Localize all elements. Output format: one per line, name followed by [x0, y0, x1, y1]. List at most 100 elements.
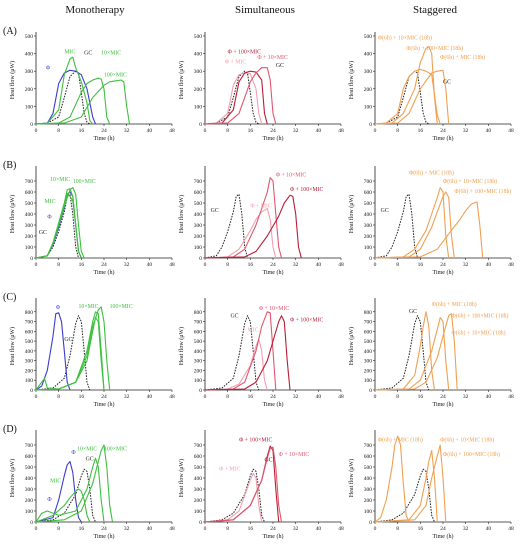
y-tick-label: 300 — [25, 69, 34, 75]
curve-label: GC — [64, 337, 72, 343]
x-tick-label: 32 — [463, 262, 469, 268]
y-axis-label: Heat flow (μW) — [178, 459, 185, 497]
curve-label: GC — [381, 208, 389, 214]
y-tick-label: 300 — [364, 487, 373, 493]
y-tick-label: 400 — [364, 476, 373, 482]
y-tick-label: 700 — [194, 320, 203, 326]
curve-label: Φ(6h) + MIC (18h) — [409, 169, 454, 176]
y-tick-label: 600 — [194, 454, 203, 460]
y-tick-label: 0 — [199, 256, 202, 262]
series-line — [204, 67, 277, 125]
x-tick-label: 48 — [508, 128, 514, 134]
y-tick-label: 700 — [25, 179, 34, 185]
y-tick-label: 0 — [30, 122, 33, 128]
curve-label: Φ + 100×MIC — [290, 318, 323, 324]
y-tick-label: 600 — [364, 329, 373, 335]
y-tick-label: 300 — [194, 223, 203, 229]
curve-label: MIC — [64, 50, 75, 56]
x-tick-label: 8 — [57, 394, 60, 400]
y-tick-label: 0 — [369, 122, 372, 128]
y-tick-label: 700 — [364, 179, 373, 185]
column-title-monotherapy: Monotherapy — [65, 4, 125, 16]
column-title-simultaneous: Simultaneous — [235, 4, 295, 16]
x-tick-label: 16 — [418, 128, 424, 134]
x-tick-label: 32 — [463, 128, 469, 134]
x-tick-label: 32 — [124, 526, 130, 532]
series-line — [374, 449, 438, 523]
y-tick-label: 500 — [364, 465, 373, 471]
x-tick-label: 48 — [508, 526, 514, 532]
curve-label: Φ(6h) + 100×MIC (18h) — [443, 451, 500, 458]
panel-a-staggered: 0 8 16 24 32 40 48 0 100 200 300 400 500 Time (h) Heat… — [348, 32, 514, 142]
series-line — [35, 187, 85, 259]
x-tick-label: 16 — [248, 262, 254, 268]
x-tick-label: 8 — [57, 262, 60, 268]
y-tick-label: 100 — [194, 509, 203, 515]
y-tick-label: 500 — [364, 339, 373, 345]
y-tick-label: 500 — [364, 34, 373, 40]
curve-label: GC — [409, 309, 417, 315]
series-line — [204, 473, 263, 523]
series-line — [35, 69, 97, 125]
x-tick-label: 40 — [147, 526, 153, 532]
x-tick-label: 48 — [169, 394, 175, 400]
y-tick-label: 700 — [25, 443, 34, 449]
series-line — [374, 311, 436, 391]
x-tick-label: 16 — [248, 394, 254, 400]
series-line — [35, 56, 94, 125]
x-tick-label: 24 — [440, 262, 446, 268]
x-tick-label: 8 — [396, 128, 399, 134]
x-tick-label: 24 — [270, 526, 276, 532]
curve-label: Φ(6h) + 100×MIC (18h) — [406, 45, 463, 52]
y-tick-label: 300 — [364, 69, 373, 75]
x-tick-label: 32 — [293, 128, 299, 134]
x-tick-label: 40 — [316, 128, 322, 134]
series-line — [35, 444, 114, 523]
series-line — [374, 46, 438, 125]
curve-label: 10×MIC — [79, 304, 99, 310]
x-tick-label: 16 — [79, 394, 85, 400]
x-tick-label: 0 — [374, 394, 377, 400]
y-axis-label: Heat flow (μW) — [348, 327, 355, 365]
series-line — [204, 193, 248, 259]
curve-label: Φ(6h) + MIC (18h) — [432, 301, 477, 308]
y-axis-label: Heat flow (μW) — [9, 61, 16, 99]
y-tick-label: 700 — [364, 443, 373, 449]
y-axis-label: Heat flow (μW) — [178, 61, 185, 99]
x-tick-label: 32 — [463, 526, 469, 532]
y-tick-label: 300 — [364, 359, 373, 365]
y-tick-label: 500 — [25, 34, 34, 40]
curve-label: Φ — [47, 214, 52, 220]
series-line — [204, 70, 268, 125]
series-line — [204, 194, 302, 259]
x-axis-label: Time (h) — [433, 269, 454, 276]
y-tick-label: 300 — [25, 223, 34, 229]
curve-label: GC — [276, 63, 284, 69]
y-tick-label: 700 — [25, 320, 34, 326]
x-tick-label: 8 — [396, 526, 399, 532]
y-tick-label: 500 — [194, 339, 203, 345]
x-tick-label: 24 — [270, 262, 276, 268]
series-line — [374, 193, 418, 259]
y-tick-label: 200 — [194, 368, 203, 374]
x-axis-label: Time (h) — [263, 135, 284, 142]
y-tick-label: 400 — [194, 476, 203, 482]
curve-label: Φ + 10×MIC — [279, 452, 310, 458]
curve-label: Φ(6h) + 10×MIC (18h) — [452, 329, 506, 336]
curve-label: Φ — [71, 450, 76, 456]
x-tick-label: 40 — [316, 262, 322, 268]
curve-label: 100×MIC — [73, 179, 96, 185]
y-tick-label: 0 — [199, 122, 202, 128]
curve-label: GC — [265, 458, 273, 464]
series-line — [374, 70, 430, 125]
row-label: (C) — [3, 292, 16, 303]
x-tick-label: 40 — [316, 394, 322, 400]
x-tick-label: 48 — [169, 128, 175, 134]
panel-a-monotherapy: 0 8 16 24 32 40 48 0 100 200 300 400 500 Time (h) Heat… — [9, 32, 175, 142]
y-tick-label: 100 — [25, 509, 34, 515]
x-tick-label: 48 — [338, 128, 344, 134]
y-tick-label: 700 — [364, 320, 373, 326]
y-tick-label: 300 — [25, 359, 34, 365]
x-tick-label: 16 — [79, 262, 85, 268]
